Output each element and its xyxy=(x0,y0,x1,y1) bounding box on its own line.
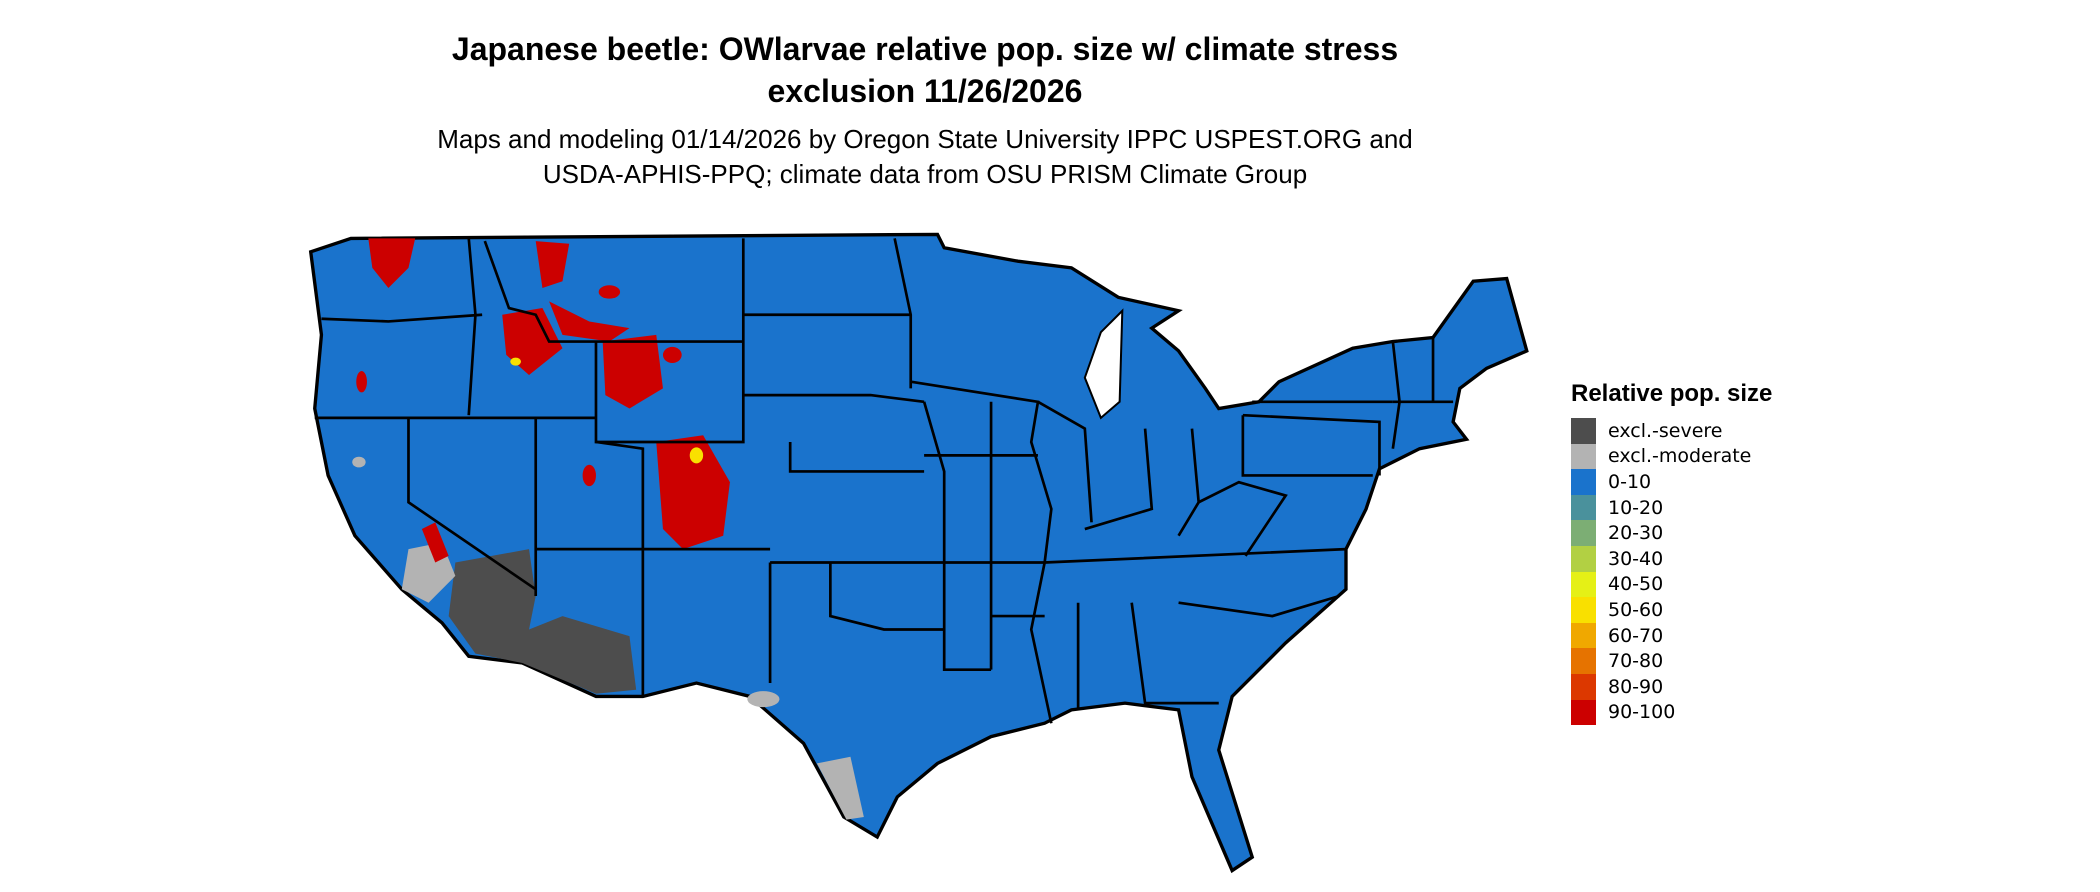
legend-swatch xyxy=(1571,520,1596,546)
legend-item: 10-20 xyxy=(1571,494,1772,521)
legend-item: excl.-severe xyxy=(1571,418,1772,444)
legend-label: 50-60 xyxy=(1608,598,1664,621)
legend-label: excl.-moderate xyxy=(1608,445,1752,468)
legend-item: 70-80 xyxy=(1571,648,1772,674)
legend-swatch xyxy=(1571,673,1596,700)
legend-item: 90-100 xyxy=(1571,699,1772,726)
map-subtitle: Maps and modeling 01/14/2026 by Oregon S… xyxy=(0,122,1850,192)
legend-swatch xyxy=(1571,622,1596,649)
map-title: Japanese beetle: OWlarvae relative pop. … xyxy=(0,28,1850,112)
legend-item: 20-30 xyxy=(1571,520,1772,546)
legend-title: Relative pop. size xyxy=(1571,380,1773,407)
legend-swatch xyxy=(1571,418,1596,444)
legend-label: 30-40 xyxy=(1608,547,1664,570)
legend-label: 90-100 xyxy=(1608,701,1676,724)
legend-label: 0-10 xyxy=(1608,470,1652,493)
legend-swatch xyxy=(1571,443,1596,470)
moderate-population-patches xyxy=(510,357,704,464)
legend-label: excl.-severe xyxy=(1608,419,1723,442)
legend-swatch xyxy=(1571,699,1596,726)
legend-swatch xyxy=(1571,469,1596,495)
legend-label: 70-80 xyxy=(1608,650,1664,673)
subtitle-line-1: Maps and modeling 01/14/2026 by Oregon S… xyxy=(437,124,1413,154)
high-population-patches xyxy=(356,238,730,563)
legend: Relative pop. size excl.-severe excl.-mod… xyxy=(1571,380,1773,726)
legend-item: 40-50 xyxy=(1571,571,1772,598)
legend-label: 40-50 xyxy=(1608,573,1664,596)
legend-item: 0-10 xyxy=(1571,469,1772,495)
legend-swatch xyxy=(1571,571,1596,598)
us-outline xyxy=(308,232,1529,874)
legend-label: 80-90 xyxy=(1608,675,1664,698)
title-line-2: exclusion 11/26/2026 xyxy=(767,73,1083,109)
legend-item: 80-90 xyxy=(1571,673,1772,700)
state-borders xyxy=(314,238,1454,724)
legend-items: excl.-severe excl.-moderate 0-10 10-20 20-30… xyxy=(1571,418,1772,726)
legend-item: excl.-moderate xyxy=(1571,443,1772,470)
title-line-1: Japanese beetle: OWlarvae relative pop. … xyxy=(451,31,1399,67)
legend-item: 50-60 xyxy=(1571,597,1772,623)
legend-swatch xyxy=(1571,648,1596,674)
lake-michigan xyxy=(1083,308,1124,420)
legend-item: 30-40 xyxy=(1571,545,1772,572)
legend-swatch xyxy=(1571,545,1596,572)
legend-swatch xyxy=(1571,597,1596,623)
legend-label: 20-30 xyxy=(1608,522,1664,545)
legend-item: 60-70 xyxy=(1571,622,1772,649)
legend-label: 60-70 xyxy=(1608,624,1664,647)
legend-label: 10-20 xyxy=(1608,496,1664,519)
subtitle-line-2: USDA-APHIS-PPQ; climate data from OSU PR… xyxy=(542,159,1308,189)
legend-swatch xyxy=(1571,494,1596,521)
